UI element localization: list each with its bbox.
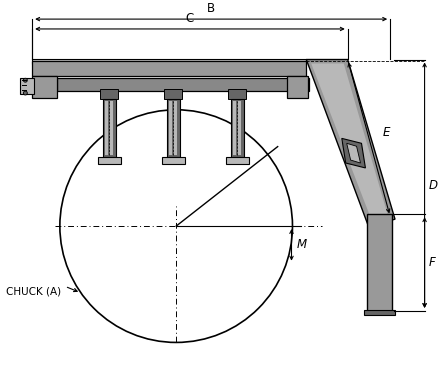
Bar bbox=[98, 157, 121, 164]
Bar bbox=[32, 76, 57, 98]
Bar bbox=[100, 89, 118, 99]
Polygon shape bbox=[347, 143, 360, 163]
Bar bbox=[32, 58, 306, 64]
Bar bbox=[169, 101, 172, 155]
Text: E: E bbox=[382, 126, 389, 140]
Bar bbox=[167, 99, 180, 157]
Text: CHUCK (A): CHUCK (A) bbox=[6, 286, 61, 296]
Bar bbox=[103, 99, 116, 157]
Bar bbox=[364, 310, 395, 315]
Bar bbox=[367, 214, 392, 311]
Polygon shape bbox=[311, 64, 388, 222]
Circle shape bbox=[23, 91, 27, 95]
Bar bbox=[231, 99, 244, 157]
Text: F: F bbox=[428, 256, 435, 269]
Bar bbox=[21, 78, 34, 94]
Polygon shape bbox=[306, 60, 395, 226]
Bar bbox=[228, 89, 246, 99]
Bar bbox=[233, 101, 237, 155]
Bar bbox=[164, 89, 182, 99]
Bar bbox=[174, 101, 177, 155]
Bar bbox=[238, 101, 241, 155]
Bar bbox=[286, 76, 308, 98]
Bar bbox=[57, 78, 309, 91]
Text: D: D bbox=[428, 179, 438, 192]
Text: B: B bbox=[207, 2, 215, 15]
Bar bbox=[105, 101, 108, 155]
Text: M: M bbox=[297, 238, 307, 251]
Bar bbox=[226, 157, 249, 164]
Bar bbox=[110, 101, 113, 155]
Circle shape bbox=[23, 78, 27, 82]
Text: C: C bbox=[186, 12, 194, 25]
Bar bbox=[32, 61, 306, 76]
Bar bbox=[162, 157, 185, 164]
Polygon shape bbox=[342, 138, 365, 168]
